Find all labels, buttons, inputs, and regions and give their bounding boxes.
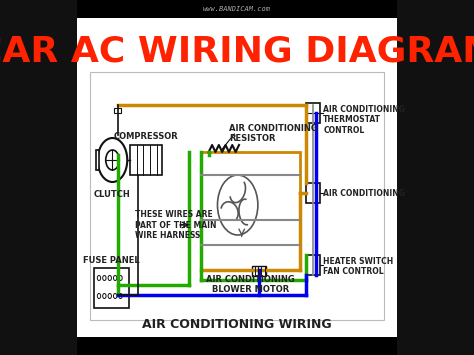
Bar (77, 0, 397, 18)
Circle shape (113, 275, 117, 280)
Bar (77, 337, 397, 355)
Circle shape (113, 294, 117, 299)
Bar (94, 268, 129, 308)
Text: CAR AC WIRING DIAGRAM: CAR AC WIRING DIAGRAM (0, 35, 474, 69)
Bar (115, 108, 121, 113)
Text: www.BANDICAM.com: www.BANDICAM.com (203, 6, 271, 12)
Circle shape (119, 275, 122, 280)
Bar (77, 18, 397, 337)
Bar (306, 103, 320, 123)
Text: AIR CONDITIONING
THERMOSTAT
CONTROL: AIR CONDITIONING THERMOSTAT CONTROL (323, 105, 405, 135)
Circle shape (103, 294, 106, 299)
Text: AIR CONDITIONING
RESISTOR: AIR CONDITIONING RESISTOR (229, 124, 318, 143)
Bar (306, 183, 320, 203)
Circle shape (97, 294, 100, 299)
Text: CLUTCH: CLUTCH (94, 190, 131, 199)
Text: THESE WIRES ARE
PART OF THE MAIN
WIRE HARNESS: THESE WIRES ARE PART OF THE MAIN WIRE HA… (135, 210, 216, 240)
Text: HEATER SWITCH
FAN CONTROL: HEATER SWITCH FAN CONTROL (323, 257, 393, 277)
Bar (253, 266, 266, 276)
Bar (130, 145, 162, 175)
Circle shape (108, 294, 111, 299)
Text: AIR CONDITIONING
BLOWER MOTOR: AIR CONDITIONING BLOWER MOTOR (206, 275, 295, 294)
Text: COMPRESSOR: COMPRESSOR (114, 132, 179, 141)
Bar (201, 152, 301, 270)
Circle shape (103, 275, 106, 280)
Circle shape (119, 294, 122, 299)
Circle shape (97, 275, 100, 280)
Bar (90, 72, 384, 320)
Text: AIR CONDITIONING WIRING: AIR CONDITIONING WIRING (142, 318, 332, 332)
Bar (306, 255, 320, 275)
Bar (96, 150, 99, 170)
Text: AIR CONDITIONING: AIR CONDITIONING (323, 189, 405, 197)
Circle shape (108, 275, 111, 280)
Text: FUSE PANEL: FUSE PANEL (83, 256, 140, 265)
